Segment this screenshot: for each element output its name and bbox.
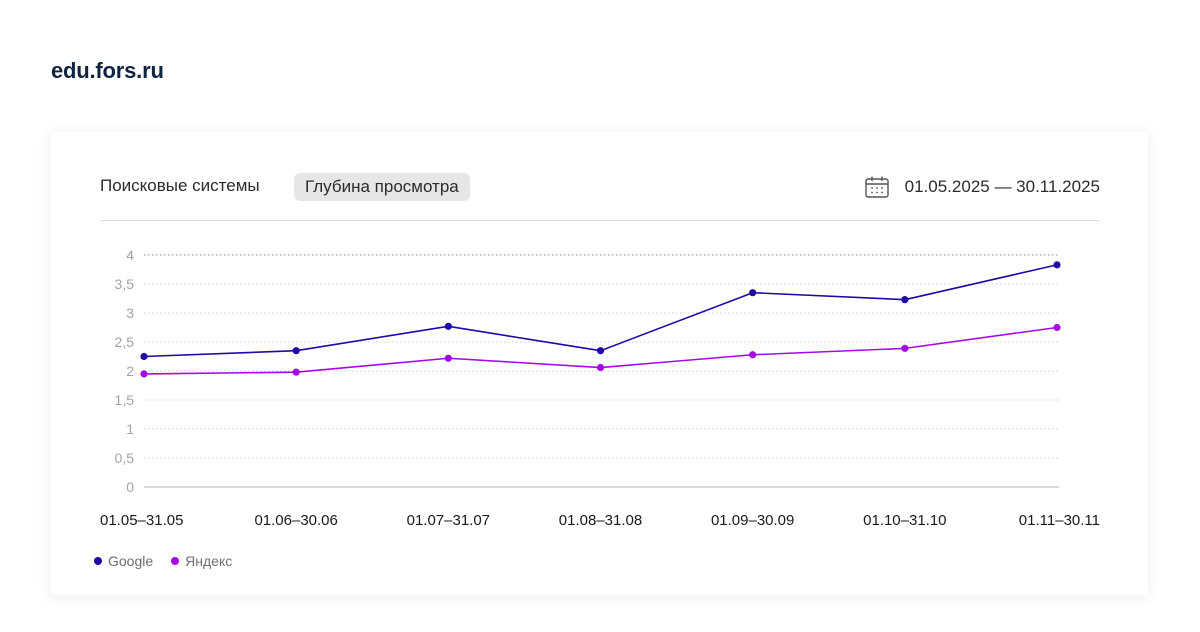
series-line-google [143,264,1058,358]
y-tick-label: 2 [126,363,134,379]
y-tick-label: 1,5 [115,392,135,408]
legend-dot-google [94,557,102,565]
y-tick-label: 4 [126,247,134,263]
line-chart: 0 0,5 1 1,5 2 2,5 3 3,5 4 01.05–31.05 01.06–30.06 0… [100,247,1100,529]
data-point-yandex [749,351,757,359]
data-point-google [1053,261,1061,269]
legend-label-google: Google [108,553,154,569]
y-tick-label: 0 [126,479,134,495]
chart-legend: Google Яндекс [94,553,232,569]
y-tick-label: 3,5 [115,276,135,292]
y-tick-label: 3 [126,305,134,321]
tab-search-systems[interactable]: Поисковые системы [100,176,260,195]
tab-view-depth[interactable]: Глубина просмотра [294,173,470,201]
legend-dot-yandex [171,557,180,565]
data-point-google [596,347,605,355]
legend-label-yandex: Яндекс [185,553,233,569]
data-point-google [292,347,300,355]
y-tick-label: 0,5 [115,450,135,466]
legend-item-yandex[interactable]: Яндекс [171,553,232,569]
data-point-yandex [901,344,909,352]
header-divider [100,220,1100,221]
y-tick-label: 2,5 [115,334,135,350]
x-tick-label: 01.06–30.06 [254,512,337,529]
data-point-yandex [596,363,605,372]
site-title: edu.fors.ru [51,58,164,83]
x-tick-label: 01.11–30.11 [1019,512,1100,529]
data-point-google [901,296,909,304]
data-point-google [444,322,452,330]
data-point-yandex [292,368,300,376]
x-tick-label: 01.10–31.10 [863,512,946,529]
chart-card: Поисковые системы Глубина просмотра 01.0… [51,132,1148,595]
data-point-google [749,289,757,297]
calendar-icon [864,176,889,198]
legend-item-google[interactable]: Google [94,553,153,569]
x-tick-label: 01.09–30.09 [711,512,794,529]
date-range-text: 01.05.2025 — 30.11.2025 [904,177,1100,196]
x-tick-label: 01.08–31.08 [559,512,642,529]
data-point-yandex [140,370,148,378]
data-point-yandex [444,354,452,362]
x-tick-label: 01.05–31.05 [100,512,183,529]
data-point-google [140,352,148,361]
date-range-picker[interactable]: 01.05.2025 — 30.11.2025 [864,176,1100,198]
x-tick-label: 01.07–31.07 [407,512,490,529]
y-tick-label: 1 [126,421,134,437]
data-point-yandex [1053,323,1061,332]
